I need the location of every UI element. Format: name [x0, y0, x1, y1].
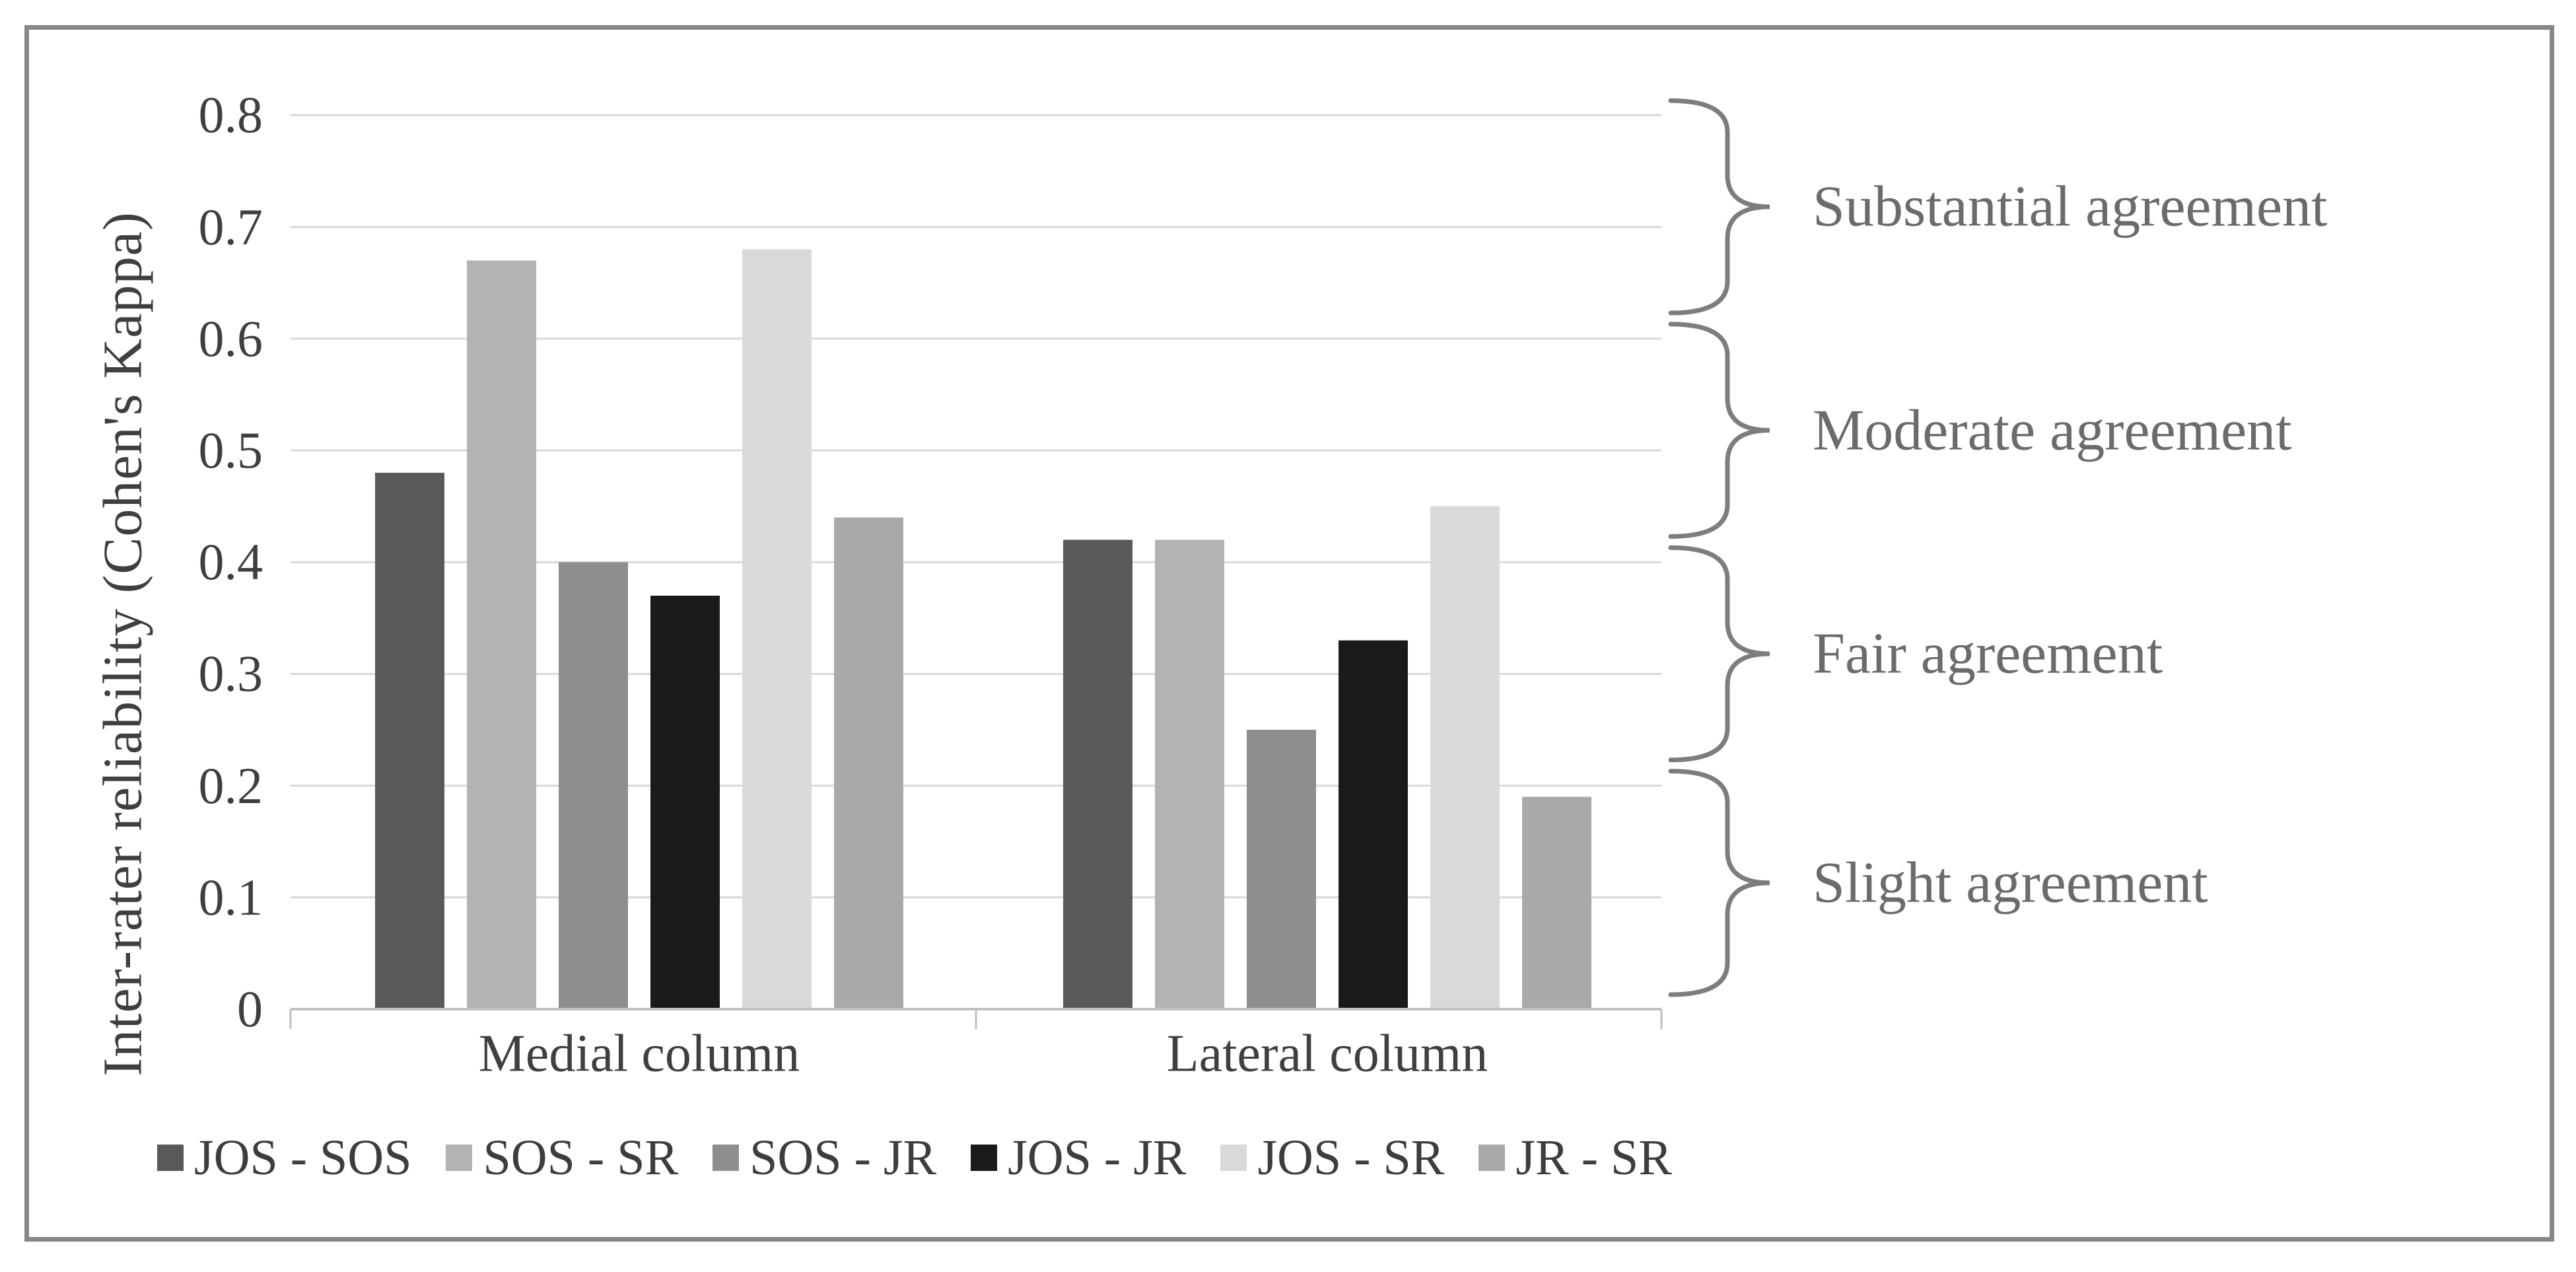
y-tick-label: 0.8 [198, 86, 263, 144]
y-tick-label: 0.2 [198, 756, 263, 814]
legend-swatch-icon [1479, 1145, 1506, 1171]
legend-swatch-icon [1220, 1145, 1247, 1171]
y-tick-label: 0.6 [198, 309, 263, 367]
legend-item: JOS - JR [971, 1133, 1186, 1183]
y-tick-label: 0 [237, 980, 263, 1038]
legend-swatch-icon [446, 1145, 473, 1171]
bar-series [375, 249, 1591, 1010]
y-tick-label: 0.1 [198, 868, 263, 926]
annotation-label-fair: Fair agreement [1813, 621, 2163, 686]
legend-swatch-icon [157, 1145, 184, 1171]
legend-item: JOS - SOS [157, 1133, 411, 1183]
legend-label: JR - SR [1515, 1130, 1673, 1185]
legend-label: SOS - SR [483, 1130, 679, 1185]
annotation-label-moderate: Moderate agreement [1813, 398, 2292, 463]
legend-label: JOS - SOS [194, 1130, 412, 1185]
y-tick-label: 0.4 [198, 533, 263, 591]
y-tick-label: 0.3 [198, 645, 263, 703]
legend-swatch-icon [971, 1145, 998, 1171]
agreement-braces [1668, 98, 1770, 997]
chart-border [24, 25, 2554, 1242]
legend-item: SOS - SR [446, 1133, 678, 1183]
annotation-label-substantial: Substantial agreement [1813, 174, 2328, 239]
annotation-label-slight: Slight agreement [1813, 851, 2208, 915]
legend: JOS - SOS SOS - SR SOS - JR JOS - JR JOS… [157, 1133, 1672, 1183]
legend-item: SOS - JR [713, 1133, 936, 1183]
category-label-lateral: Lateral column [1166, 1024, 1488, 1083]
category-label-medial: Medial column [478, 1024, 800, 1083]
legend-swatch-icon [713, 1145, 740, 1171]
y-tick-label: 0.5 [198, 421, 263, 479]
legend-item: JR - SR [1479, 1133, 1672, 1183]
legend-label: JOS - JR [1008, 1130, 1187, 1185]
legend-label: JOS - SR [1257, 1130, 1445, 1185]
legend-item: JOS - SR [1220, 1133, 1444, 1183]
x-axis-line [289, 1008, 1663, 1029]
y-tick-label: 0.7 [198, 197, 263, 256]
legend-label: SOS - JR [749, 1130, 937, 1185]
